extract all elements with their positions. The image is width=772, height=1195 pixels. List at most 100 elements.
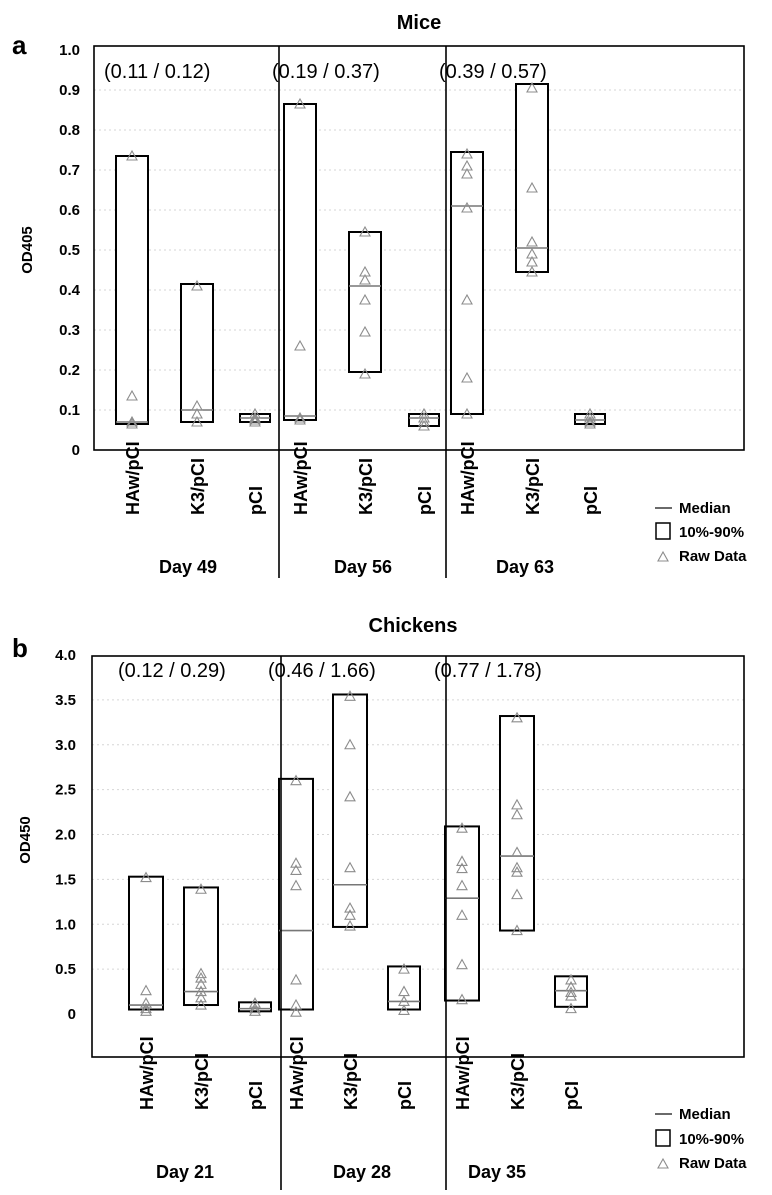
x-tick-label: HAw/pCI	[458, 441, 478, 515]
y-tick-label: 3.5	[55, 692, 76, 709]
raw-data-point	[526, 81, 538, 93]
raw-data-point	[290, 998, 302, 1010]
day-label: Day 28	[333, 1162, 391, 1182]
raw-data-point	[565, 1002, 577, 1014]
raw-data-point	[294, 413, 306, 425]
box-10-90	[180, 283, 214, 423]
raw-data-point	[584, 411, 596, 423]
raw-data-point	[461, 201, 473, 213]
raw-data-point	[195, 883, 207, 894]
day-label: Day 21	[156, 1162, 214, 1182]
day-group: (0.11 / 0.12) HAw/pCI K3/pCI pCI Day 49	[104, 61, 271, 577]
raw-data-point	[565, 989, 577, 1001]
raw-data-point	[249, 415, 261, 427]
x-tick-label: HAw/pCI	[123, 441, 143, 515]
x-tick-label: pCI	[415, 486, 435, 515]
raw-data-point	[461, 147, 473, 159]
x-tick-label: HAw/pCI	[287, 1036, 307, 1110]
raw-data-point	[344, 861, 356, 873]
raw-data-point	[195, 971, 207, 983]
y-tick-label: 2.0	[55, 827, 76, 844]
raw-data-point	[290, 879, 302, 891]
raw-data-point	[456, 855, 468, 866]
x-tick-label: K3/pCI	[192, 1053, 212, 1110]
raw-data-point	[195, 978, 207, 989]
day-group: (0.46 / 1.66) HAw/pCI K3/pCI pCI Day 28	[268, 660, 421, 1182]
raw-data-point	[191, 279, 203, 291]
panel-b-chickens-chart: b Chickens OD450 0 0.5 1.0 1.5 2.0 2.5 3.0 3.5 4…	[12, 615, 747, 1190]
day-group: (0.12 / 0.29) HAw/pCI K3/pCI pCI Day 21	[118, 660, 272, 1182]
raw-data-point	[140, 1005, 152, 1016]
y-tick-label: 0.5	[59, 242, 80, 259]
plot-frame	[93, 45, 745, 451]
x-tick-label: K3/pCI	[341, 1053, 361, 1110]
x-tick-label: pCI	[581, 486, 601, 515]
box-10-90	[348, 231, 382, 373]
box-10-90	[278, 777, 314, 1011]
day-groups: (0.11 / 0.12) HAw/pCI K3/pCI pCI Day 49 (0.19…	[104, 61, 606, 577]
x-tick-label: HAw/pCI	[453, 1036, 473, 1110]
raw-data-point	[294, 339, 306, 351]
raw-data-point	[418, 415, 430, 427]
raw-data-point	[461, 371, 473, 383]
x-tick-label: pCI	[246, 486, 266, 515]
legend-median-label: Median	[679, 500, 731, 517]
y-tick-label: 0	[72, 442, 80, 459]
legend-raw-label: Raw Data	[679, 1155, 747, 1172]
y-axis-label: OD450	[17, 816, 34, 864]
raw-data-point	[511, 808, 523, 820]
group-annotation: (0.77 / 1.78)	[434, 660, 542, 682]
day-groups: (0.12 / 0.29) HAw/pCI K3/pCI pCI Day 21 (0.46…	[118, 660, 588, 1182]
day-label: Day 56	[334, 557, 392, 577]
box-legend-icon	[655, 522, 671, 540]
y-tick-label: 1.0	[59, 42, 80, 59]
raw-data-point	[290, 973, 302, 985]
raw-data-point	[511, 888, 523, 900]
legend-raw-label: Raw Data	[679, 548, 747, 565]
raw-data-point	[344, 690, 356, 701]
raw-data-point	[456, 822, 468, 833]
raw-data-point	[191, 415, 203, 427]
box-10-90	[283, 103, 317, 421]
raw-data-point	[584, 415, 596, 427]
group-annotation: (0.11 / 0.12)	[104, 61, 210, 83]
x-tick-label: HAw/pCI	[291, 441, 311, 515]
plot-frame	[91, 655, 745, 1058]
x-tick-label: K3/pCI	[523, 458, 543, 515]
y-tick-label: 1.0	[55, 916, 76, 933]
raw-data-point	[249, 413, 261, 425]
x-tick-label: pCI	[246, 1081, 266, 1110]
panel-label: a	[12, 30, 27, 60]
y-tick-labels: 0 0.1 0.2 0.3 0.4 0.5 0.6 0.7 0.8 0.9 1.0	[59, 42, 81, 459]
triangle-legend-icon	[657, 550, 669, 562]
x-tick-label: K3/pCI	[356, 458, 376, 515]
x-tick-label: K3/pCI	[188, 458, 208, 515]
y-tick-label: 0.7	[59, 162, 80, 179]
y-tick-label: 0.6	[59, 202, 80, 219]
raw-data-point	[249, 411, 261, 423]
raw-data-point	[140, 871, 152, 883]
y-tick-label: 0.2	[59, 362, 80, 379]
box-10-90	[450, 151, 484, 415]
x-tick-label: pCI	[562, 1081, 582, 1110]
raw-data-point	[511, 924, 523, 936]
raw-data-point	[511, 861, 523, 873]
x-tick-label: HAw/pCI	[137, 1036, 157, 1110]
legend-box-label: 10%-90%	[679, 1131, 744, 1148]
panel-label: b	[12, 633, 28, 663]
box-10-90	[515, 83, 549, 273]
y-tick-labels: 0 0.5 1.0 1.5 2.0 2.5 3.0 3.5 4.0	[55, 647, 76, 1023]
raw-data-point	[126, 415, 138, 427]
y-tick-label: 0.4	[59, 282, 81, 299]
raw-data-point	[344, 909, 356, 920]
raw-data-point	[344, 901, 356, 913]
raw-data-point	[294, 97, 306, 109]
raw-data-point	[456, 909, 468, 920]
y-tick-label: 0.1	[59, 402, 80, 419]
raw-data-point	[584, 417, 596, 429]
raw-data-point	[140, 1002, 152, 1014]
y-tick-label: 0.9	[59, 82, 80, 99]
box-10-90	[444, 825, 480, 1002]
y-tick-label: 2.5	[55, 782, 76, 799]
raw-data-point	[126, 417, 138, 429]
